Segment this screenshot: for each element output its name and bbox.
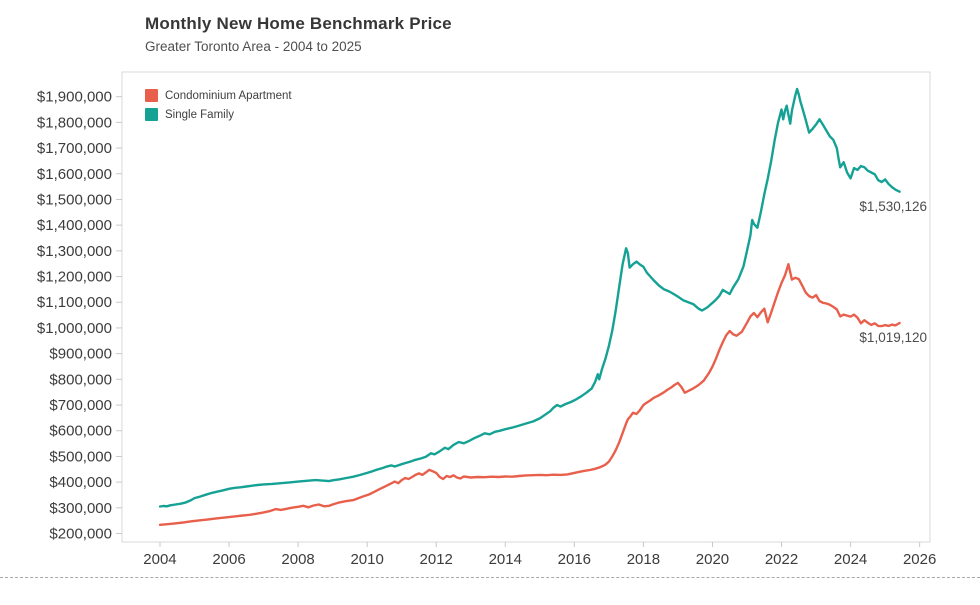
y-axis-tick-label: $1,200,000 (37, 269, 112, 286)
y-axis-tick-label: $1,400,000 (37, 217, 112, 234)
y-axis-tick-label: $1,000,000 (37, 320, 112, 337)
legend-label-single-family: Single Family (165, 108, 235, 121)
series-line-1 (158, 87, 901, 508)
y-axis-tick-label: $1,600,000 (37, 166, 112, 183)
x-axis-tick-label: 2012 (420, 551, 453, 568)
y-axis-tick-label: $500,000 (49, 448, 112, 465)
y-axis-tick-label: $800,000 (49, 371, 112, 388)
chart-legend: Condominium Apartment Single Family (145, 86, 292, 124)
x-axis-tick-label: 2010 (350, 551, 383, 568)
y-axis-tick-label: $1,300,000 (37, 243, 112, 260)
x-axis-tick-label: 2016 (558, 551, 591, 568)
x-axis-tick-label: 2022 (765, 551, 798, 568)
series-line-0 (158, 263, 901, 526)
series-end-value-single-family: $1,530,126 (859, 198, 927, 214)
y-axis-tick-label: $900,000 (49, 346, 112, 363)
chart-title: Monthly New Home Benchmark Price (145, 14, 452, 33)
x-axis-tick-label: 2006 (212, 551, 245, 568)
x-axis-tick-label: 2024 (834, 551, 867, 568)
chart-subtitle: Greater Toronto Area - 2004 to 2025 (145, 39, 362, 54)
legend-swatch-condominium-icon (145, 89, 158, 102)
x-axis-tick-label: 2018 (627, 551, 660, 568)
legend-swatch-single-family-icon (145, 108, 158, 121)
y-axis-tick-label: $400,000 (49, 474, 112, 491)
y-axis-tick-label: $200,000 (49, 526, 112, 543)
legend-item-condominium-apartment[interactable]: Condominium Apartment (145, 86, 292, 105)
x-axis-tick-label: 2014 (489, 551, 522, 568)
plot-border (121, 71, 931, 543)
y-axis-tick-label: $700,000 (49, 397, 112, 414)
page-bottom-divider (0, 577, 980, 578)
x-axis-tick-label: 2004 (143, 551, 176, 568)
y-axis-tick-label: $1,900,000 (37, 89, 112, 106)
y-axis-tick-label: $1,800,000 (37, 114, 112, 131)
x-axis-tick-label: 2008 (281, 551, 314, 568)
legend-item-single-family[interactable]: Single Family (145, 105, 292, 124)
y-axis-tick-label: $1,100,000 (37, 294, 112, 311)
x-axis-tick-label: 2026 (903, 551, 936, 568)
y-axis-tick-label: $300,000 (49, 500, 112, 517)
y-axis-tick-label: $1,700,000 (37, 140, 112, 157)
x-axis-tick-label: 2020 (696, 551, 729, 568)
y-axis-tick-label: $1,500,000 (37, 191, 112, 208)
legend-label-condominium: Condominium Apartment (165, 89, 292, 102)
series-end-value-condominium: $1,019,120 (859, 330, 927, 346)
y-axis-tick-label: $600,000 (49, 423, 112, 440)
